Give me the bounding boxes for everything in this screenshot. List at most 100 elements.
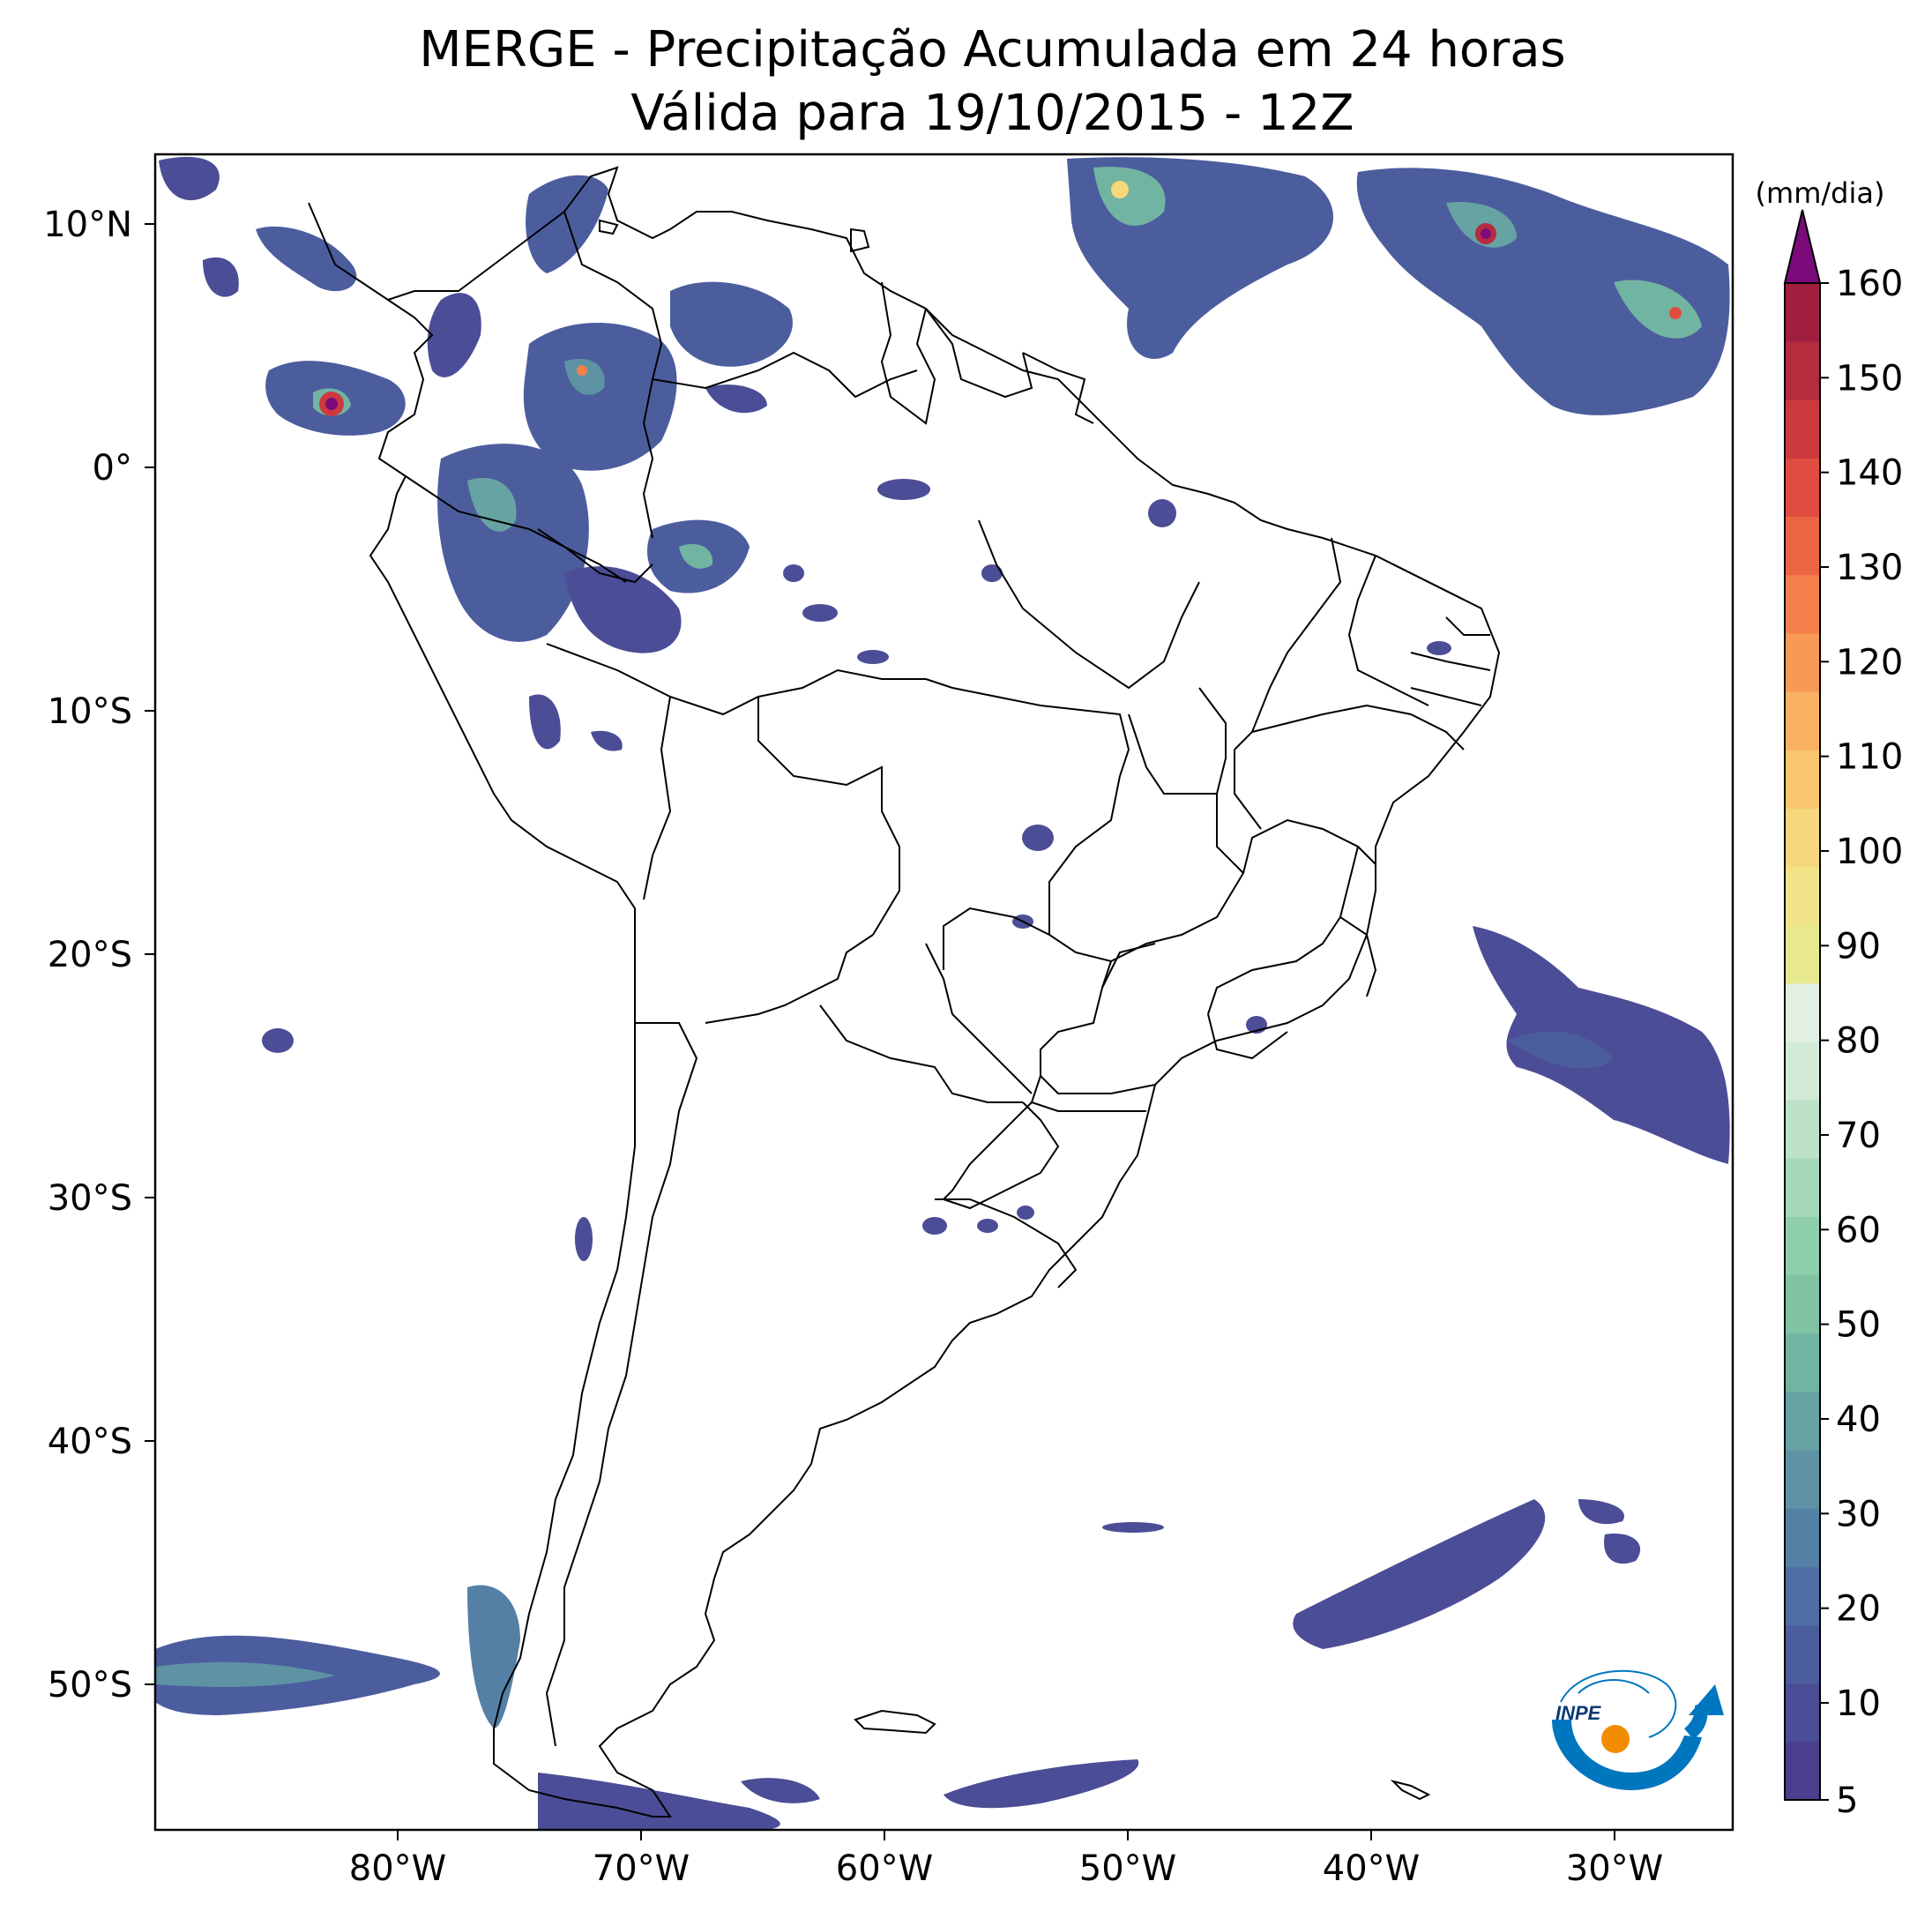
colorbar-swatch [1785,1683,1820,1743]
lon-label-40w: 40°W [1323,1848,1420,1889]
colorbar-swatch [1785,750,1820,809]
rain-cell-colombia-west [427,293,481,377]
colorbar-swatch [1785,341,1820,400]
falkland-islands [854,1709,936,1735]
border-state-r [1101,943,1156,989]
rain-cell-amazon-d [981,564,1003,582]
rain-cell-rs-c [1017,1206,1034,1220]
precipitation-layer [155,156,1730,1830]
rain-cell-south-atlantic-45s [1293,1499,1546,1649]
border-paraguay-argentina [819,1004,1023,1103]
rain-cell-amazon-e [857,650,889,664]
lon-label-70w: 70°W [593,1848,690,1889]
border-state-i [1030,1075,1146,1112]
colorbar: (mm/dia) 5 10 20 30 40 50 60 70 80 90 100 110 120 130… [1756,176,1904,1821]
colorbar-swatch [1785,1508,1820,1567]
latitude-axis [145,223,155,1685]
rain-cell-pernambuco [1427,641,1451,655]
longitude-axis [397,1830,1615,1840]
colorbar-tick-label: 90 [1836,926,1881,967]
colorbar-swatch [1785,574,1820,634]
colorbar-tick-label: 10 [1836,1683,1881,1724]
colorbar-swatch [1785,691,1820,750]
rain-cell-ecuador-core [467,478,517,532]
colorbar-swatch [1785,1566,1820,1626]
colorbar-swatch [1785,866,1820,926]
border-bolivia-paraguay [705,934,874,1024]
border-uruguay [935,1198,1078,1288]
colorbar-tick-label: 160 [1836,264,1903,304]
border-bolivia-brazil [757,697,900,936]
rain-cell-venezuela [670,281,793,367]
coastline-layer [308,166,1501,1818]
rain-cell-peru-south-2 [591,730,623,751]
south-america-coastline [308,166,1501,1818]
colorbar-tick-label: 150 [1836,358,1903,399]
rain-cell-ecuador [437,444,589,642]
aruba-curacao [599,219,619,235]
border-guyana [880,281,936,425]
colorbar-swatch [1785,283,1820,342]
rain-cell-rs-a [922,1217,947,1235]
border-paraguay-brazil [925,943,1033,1094]
rain-cell-itcz-west-core [1093,167,1166,226]
rain-cell-peru-south [529,694,561,750]
colorbar-swatch [1785,1158,1820,1217]
map-title-line-2: Válida para 19/10/2015 - 12Z [630,85,1354,142]
border-state-v [1392,564,1465,601]
south-georgia [1390,1780,1431,1801]
rain-cell-amazon-a [877,479,930,500]
border-state-u [1410,687,1482,706]
border-state-f [1145,818,1376,944]
colorbar-tick-label: 100 [1836,832,1903,872]
lat-label-10s: 10°S [48,691,132,732]
colorbar-swatch [1785,924,1820,984]
border-colombia-peru [537,528,653,584]
rain-cell-central-america [256,226,357,292]
lat-label-0: 0° [93,448,132,489]
colorbar-outline [1784,282,1821,1801]
rain-cell-south-atlantic-band-2 [1508,1031,1614,1069]
rain-cell-amazon-c [802,604,838,622]
rain-cell-amazon-b [783,564,804,582]
border-state-p [1207,1013,1288,1060]
rain-cell-amapa [1148,499,1176,527]
rain-cell-itcz-east-core-2 [1614,280,1702,339]
rain-cell-argentina-shelf [1102,1522,1164,1533]
rain-cell-south-georgia-west [944,1759,1139,1809]
colorbar-swatch [1785,458,1820,518]
rain-cell-amazon-core [679,543,713,569]
colorbar-swatch [1785,1216,1820,1276]
inpe-logo: INPE [1552,1669,1724,1790]
border-state-b [978,519,1200,690]
border-state-n [1234,750,1262,830]
colorbar-swatch [1785,1041,1820,1101]
colorbar-tick-label: 20 [1836,1589,1881,1630]
map-title-line-1: MERGE - Precipitação Acumulada em 24 hor… [419,21,1566,78]
rain-cell-colombia-north [526,175,608,273]
border-state-c [1128,687,1227,795]
border-state-l [1347,555,1429,706]
colorbar-swatch [1785,632,1820,692]
inpe-logo-sun [1601,1725,1630,1753]
border-state-m [1251,704,1465,750]
map-frame [153,153,1734,1832]
lon-label-60w: 60°W [836,1848,933,1889]
colorbar-tick-label: 30 [1836,1494,1881,1534]
border-state-a [925,678,1130,777]
inpe-logo-swoosh [1552,1720,1702,1790]
colorbar-swatch [1785,1450,1820,1509]
rain-cell-itcz-west-peak [1111,181,1129,198]
border-state-d [1048,775,1147,963]
rain-cell-south-atlantic-46s [1604,1534,1641,1564]
colorbar-tick-label: 40 [1836,1400,1881,1440]
border-state-s [1445,616,1490,636]
colorbar-tick-label: 60 [1836,1210,1881,1250]
rain-cell-pacific-30s [575,1217,593,1261]
border-ecuador-peru [405,475,627,583]
border-chile-argentina [545,1022,698,1747]
colorbar-swatch [1785,399,1820,459]
rain-cell-south-atlantic-45s-b [1578,1499,1624,1525]
rain-cell-rs-b [977,1219,998,1233]
